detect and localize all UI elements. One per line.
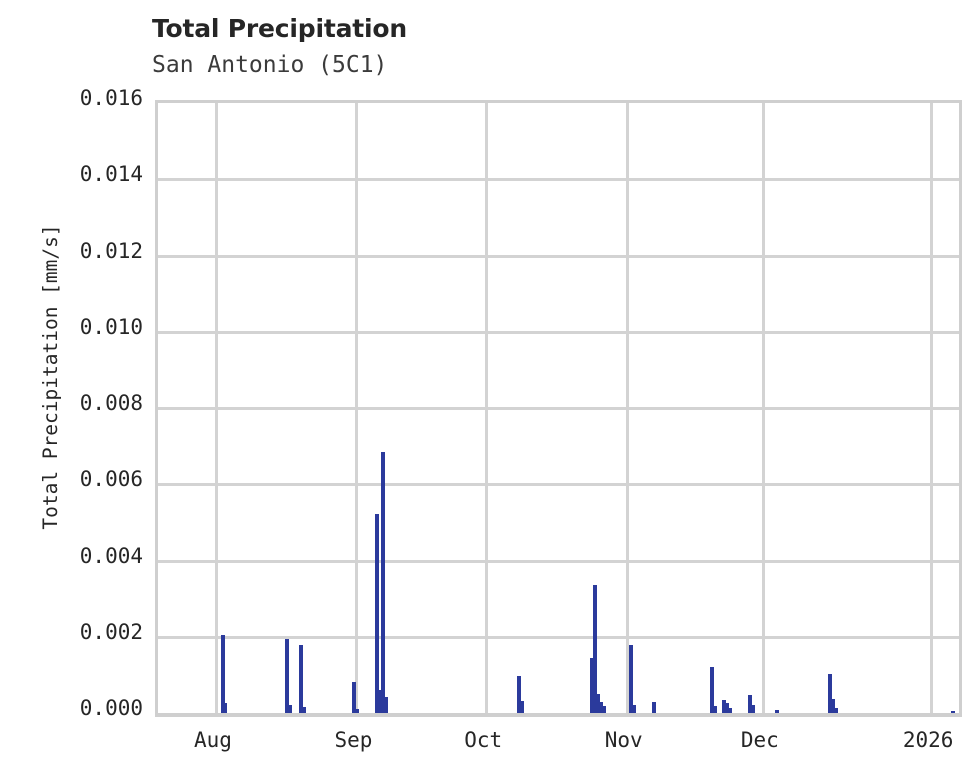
- plot-area: [155, 100, 962, 717]
- y-tick-label: 0.008: [79, 391, 143, 415]
- bar: [628, 645, 633, 713]
- bar: [301, 706, 306, 713]
- y-tick-label: 0.016: [79, 86, 143, 110]
- page-title: Total Precipitation: [152, 14, 407, 43]
- bar: [516, 676, 521, 713]
- bar: [381, 451, 386, 713]
- gridline-horizontal: [158, 559, 959, 563]
- bar: [710, 666, 715, 713]
- bar: [287, 705, 292, 713]
- gridline-vertical: [214, 103, 218, 713]
- gridline-horizontal: [158, 254, 959, 258]
- bar-series: [158, 103, 959, 713]
- bar: [384, 697, 389, 713]
- bar: [378, 690, 383, 713]
- y-tick-label: 0.004: [79, 543, 143, 568]
- gridline-vertical: [355, 103, 359, 713]
- bar: [725, 703, 730, 713]
- x-tick-label: Dec: [740, 728, 779, 752]
- y-axis-label: Total Precipitation [mm/s]: [39, 224, 62, 530]
- bar: [601, 706, 606, 713]
- gridline-horizontal: [158, 407, 959, 410]
- bar: [713, 706, 718, 713]
- gridline-vertical: [485, 103, 489, 713]
- bar: [355, 709, 360, 713]
- bar: [722, 699, 727, 713]
- plot-inner: [158, 103, 959, 713]
- chart-subtitle: San Antonio (5C1): [152, 52, 388, 78]
- bar: [593, 585, 598, 713]
- gridline-vertical: [930, 103, 934, 713]
- bar: [284, 639, 289, 713]
- bar: [728, 708, 733, 713]
- bar: [831, 699, 836, 713]
- gridline-vertical: [625, 103, 629, 713]
- y-tick-label: 0.002: [79, 619, 143, 644]
- bar: [750, 704, 755, 713]
- x-tick-label: Aug: [193, 728, 232, 752]
- bar: [598, 702, 603, 713]
- gridline-horizontal: [158, 178, 959, 182]
- y-tick-label: 0.012: [79, 238, 143, 263]
- bar: [375, 514, 380, 713]
- gridline-horizontal: [158, 635, 959, 639]
- y-tick-label: 0.006: [79, 467, 143, 492]
- x-tick-label: 2026: [902, 728, 954, 752]
- bar: [298, 645, 303, 713]
- gridline-horizontal: [158, 330, 959, 334]
- gridline-horizontal: [158, 483, 959, 487]
- bar: [651, 701, 656, 713]
- bar: [747, 694, 752, 713]
- bar: [631, 704, 636, 713]
- x-tick-label: Oct: [464, 728, 503, 752]
- x-tick-label: Nov: [604, 728, 643, 752]
- bar: [834, 707, 839, 713]
- bar: [828, 673, 833, 713]
- x-tick-label: Sep: [334, 728, 373, 752]
- y-tick-label: 0.000: [79, 696, 143, 720]
- gridline-vertical: [761, 103, 765, 713]
- bar: [223, 703, 228, 713]
- bar: [220, 634, 225, 713]
- bar: [950, 711, 955, 713]
- bar: [590, 657, 595, 713]
- bar: [595, 693, 600, 713]
- bar: [519, 700, 524, 713]
- bar: [774, 709, 779, 713]
- y-tick-label: 0.010: [79, 314, 143, 339]
- bar: [352, 681, 357, 713]
- y-tick-label: 0.014: [79, 162, 143, 187]
